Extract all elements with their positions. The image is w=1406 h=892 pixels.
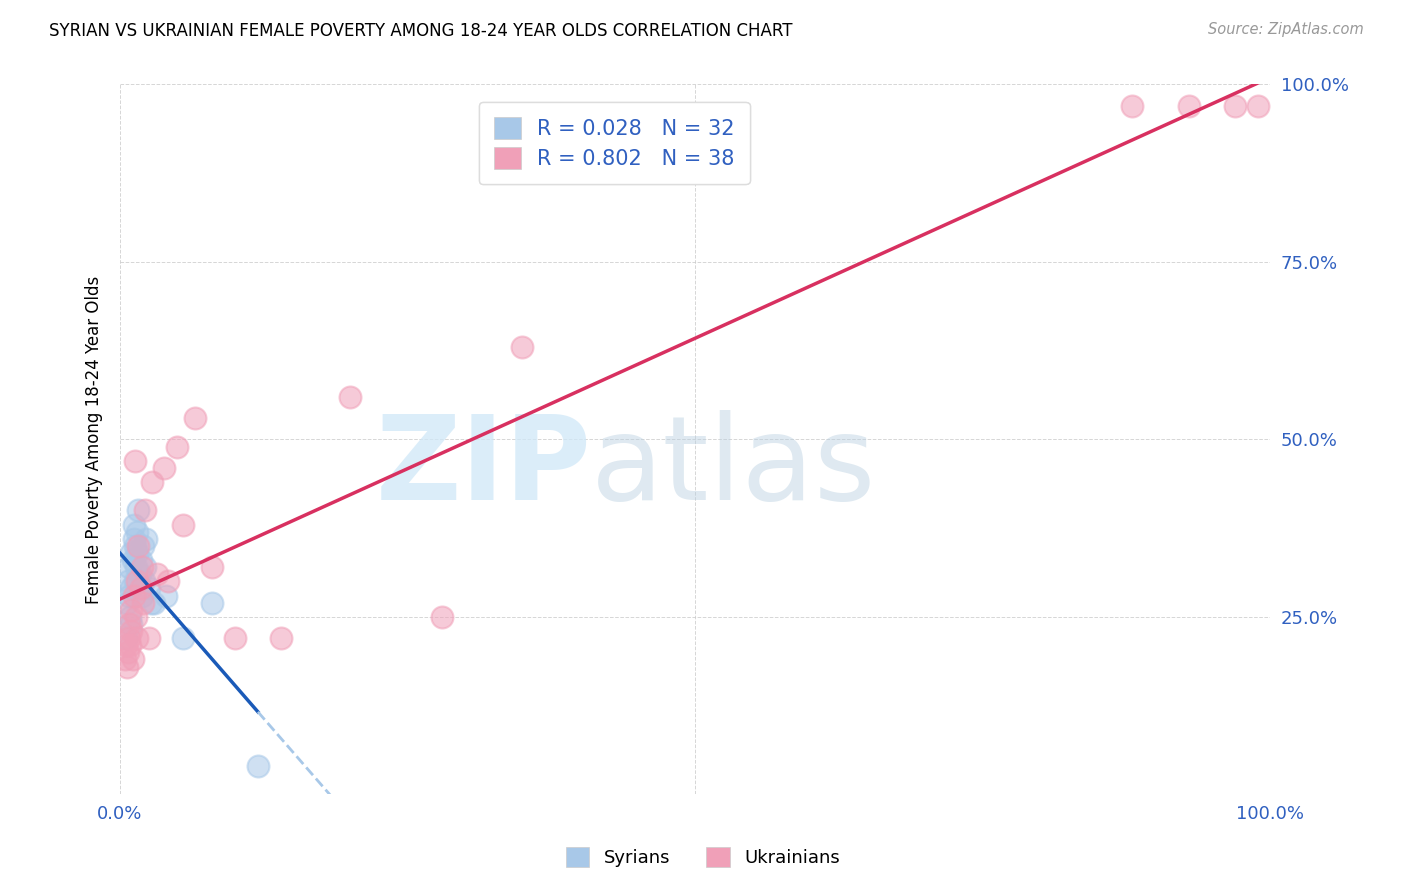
Point [201, 596, 224, 610]
Point [121, 624, 143, 638]
Point [124, 574, 146, 589]
Point [120, 638, 142, 652]
Point [246, 759, 269, 773]
Point [124, 453, 146, 467]
Point [124, 539, 146, 553]
Point [122, 532, 145, 546]
Point [1178, 99, 1201, 113]
Point [115, 659, 138, 673]
Point [1247, 99, 1270, 113]
Point [117, 574, 139, 589]
Point [117, 645, 139, 659]
Point [131, 589, 153, 603]
Point [115, 596, 138, 610]
Point [122, 589, 145, 603]
Text: SYRIAN VS UKRAINIAN FEMALE POVERTY AMONG 18-24 YEAR OLDS CORRELATION CHART: SYRIAN VS UKRAINIAN FEMALE POVERTY AMONG… [49, 22, 793, 40]
Point [512, 340, 534, 354]
Point [128, 567, 150, 582]
Point [138, 582, 160, 596]
Point [155, 589, 177, 603]
Point [118, 560, 141, 574]
Point [122, 517, 145, 532]
Point [125, 560, 148, 574]
Point [201, 560, 224, 574]
Point [127, 631, 149, 645]
Point [120, 610, 142, 624]
Point [134, 560, 156, 574]
Point [114, 631, 136, 645]
Legend: Syrians, Ukrainians: Syrians, Ukrainians [558, 839, 848, 874]
Point [143, 596, 166, 610]
Point [121, 652, 143, 666]
Point [129, 553, 152, 567]
Y-axis label: Female Poverty Among 18-24 Year Olds: Female Poverty Among 18-24 Year Olds [86, 276, 103, 604]
Point [134, 503, 156, 517]
Point [183, 411, 205, 425]
Point [135, 532, 157, 546]
Point [118, 631, 141, 645]
Point [172, 517, 194, 532]
Point [121, 617, 143, 632]
Point [224, 631, 246, 645]
Point [118, 617, 141, 632]
Point [139, 596, 162, 610]
Point [127, 524, 149, 539]
Point [121, 553, 143, 567]
Text: atlas: atlas [592, 410, 877, 525]
Text: ZIP: ZIP [375, 410, 592, 525]
Point [127, 539, 149, 553]
Point [114, 638, 136, 652]
Point [132, 574, 155, 589]
Point [339, 390, 361, 404]
Point [125, 610, 148, 624]
Point [121, 582, 143, 596]
Point [129, 582, 152, 596]
Point [166, 440, 188, 454]
Legend: R = 0.028   N = 32, R = 0.802   N = 38: R = 0.028 N = 32, R = 0.802 N = 38 [479, 102, 749, 184]
Point [121, 603, 143, 617]
Point [430, 610, 453, 624]
Point [138, 631, 160, 645]
Point [141, 475, 163, 489]
Point [127, 503, 149, 517]
Point [132, 596, 155, 610]
Point [1121, 99, 1143, 113]
Text: Source: ZipAtlas.com: Source: ZipAtlas.com [1208, 22, 1364, 37]
Point [118, 589, 141, 603]
Point [152, 460, 174, 475]
Point [270, 631, 292, 645]
Point [145, 567, 167, 582]
Point [114, 652, 136, 666]
Point [1225, 99, 1247, 113]
Point [157, 574, 180, 589]
Point [127, 546, 149, 560]
Point [172, 631, 194, 645]
Point [127, 574, 149, 589]
Point [131, 560, 153, 574]
Point [121, 546, 143, 560]
Point [132, 539, 155, 553]
